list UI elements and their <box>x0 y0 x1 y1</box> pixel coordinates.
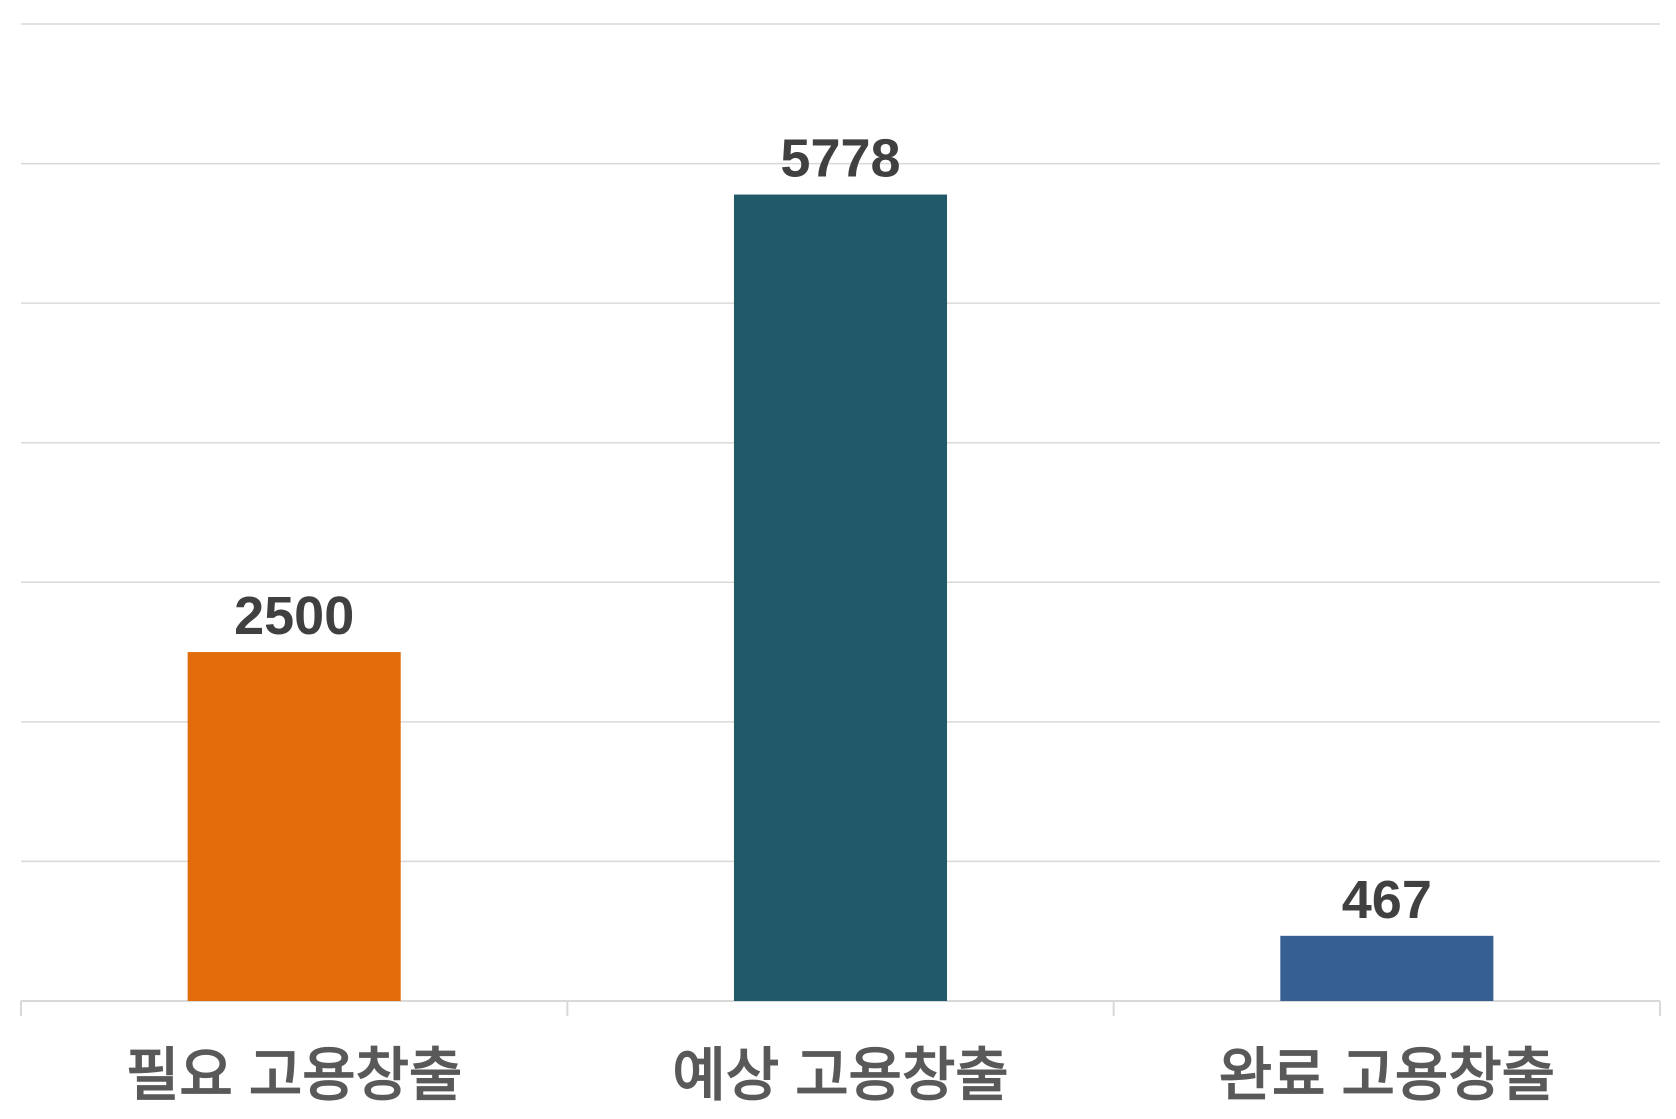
data-label: 467 <box>1342 870 1432 930</box>
data-label: 5778 <box>780 129 900 189</box>
bar <box>1280 935 1494 1001</box>
data-label: 2500 <box>234 586 354 646</box>
bar <box>187 652 401 1001</box>
bar <box>733 194 948 1002</box>
x-tick-label: 완료 고용창출 <box>1219 1043 1555 1108</box>
x-tick-label: 필요 고용창출 <box>126 1043 462 1108</box>
x-tick-label: 예상 고용창출 <box>672 1043 1008 1108</box>
